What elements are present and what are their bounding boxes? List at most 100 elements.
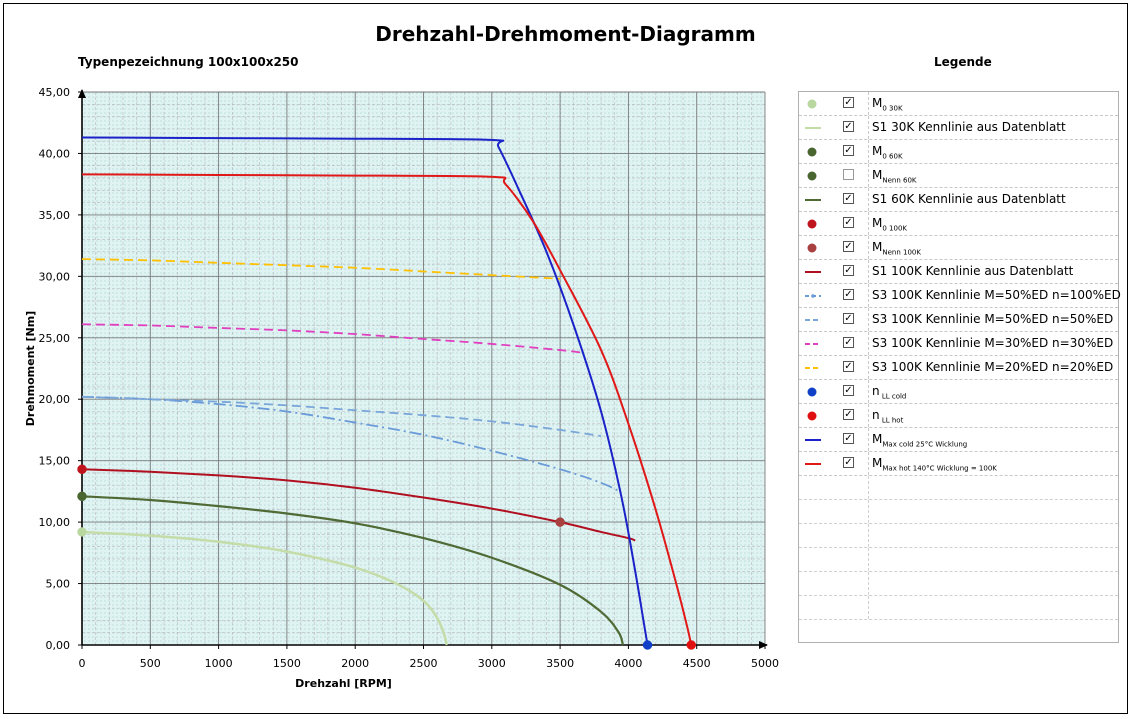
legend-checkbox[interactable]: ✓	[843, 313, 854, 324]
legend-checkbox[interactable]: ✓	[843, 385, 854, 396]
legend-symbol	[805, 199, 821, 201]
data-point-mnenn-100k	[555, 517, 565, 527]
legend-label-subscript: Max hot 140°C Wicklung = 100K	[882, 464, 997, 473]
x-tick-label: 5000	[751, 657, 779, 670]
legend-row: ✓ S1 60K Kennlinie aus Datenblatt	[799, 188, 1118, 212]
y-tick-label: 35,00	[39, 209, 71, 222]
legend-symbol	[807, 243, 817, 253]
y-tick-label: 15,00	[39, 455, 71, 468]
x-tick-label: 0	[79, 657, 86, 670]
legend-row: ✓ S3 100K Kennlinie M=50%ED n=50%ED	[799, 308, 1118, 332]
data-point-m0-60k	[77, 491, 87, 502]
legend-checkbox[interactable]: ✓	[843, 121, 854, 132]
legend-label: n LL cold	[872, 384, 906, 400]
legend-label: S1 30K Kennlinie aus Datenblatt	[872, 120, 1066, 134]
legend-checkbox[interactable]	[843, 169, 854, 180]
legend-row: ✓ MNenn 100K	[799, 236, 1118, 260]
legend-label: S1 100K Kennlinie aus Datenblatt	[872, 264, 1073, 278]
legend-label-main: S3 100K Kennlinie M=30%ED n=30%ED	[872, 336, 1114, 350]
y-tick-label: 30,00	[39, 270, 71, 283]
legend-checkbox[interactable]: ✓	[843, 289, 854, 300]
legend-row: ✓ S1 100K Kennlinie aus Datenblatt	[799, 260, 1118, 284]
y-tick-label: 40,00	[39, 147, 71, 160]
legend-checkbox[interactable]: ✓	[843, 97, 854, 108]
legend-label-subscript: 0 100K	[882, 224, 907, 233]
legend-empty-row	[799, 500, 1118, 524]
legend-label: MMax cold 25°C Wicklung	[872, 432, 967, 448]
legend-separator	[868, 236, 869, 259]
legend-label-main: S1 60K Kennlinie aus Datenblatt	[872, 192, 1066, 206]
series-line-s3-100k-kennlinie-m-50-ed-n-50-ed	[81, 395, 602, 437]
legend-empty-row	[799, 476, 1118, 500]
legend-label-subscript: LL cold	[879, 392, 907, 401]
legend-label-subscript: 0 30K	[882, 104, 903, 113]
legend-label-subscript: LL hot	[879, 416, 904, 425]
legend-label: S3 100K Kennlinie M=30%ED n=30%ED	[872, 336, 1113, 350]
legend-symbol	[807, 411, 817, 421]
legend-checkbox[interactable]: ✓	[843, 457, 854, 468]
legend-label: M0 100K	[872, 216, 907, 232]
legend-row: ✓ n LL cold	[799, 380, 1118, 404]
series-line-s1-60k-kennlinie-aus-datenblatt	[81, 495, 625, 646]
legend-checkbox[interactable]: ✓	[843, 409, 854, 420]
legend-label-main: S3 100K Kennlinie M=20%ED n=20%ED	[872, 360, 1114, 374]
legend-label-subscript: Max cold 25°C Wicklung	[882, 440, 968, 449]
legend-checkbox[interactable]: ✓	[843, 337, 854, 348]
x-axis-label: Drehzahl [RPM]	[295, 677, 392, 690]
legend-empty-row	[799, 548, 1118, 572]
legend-label-subscript: Nenn 60K	[882, 176, 917, 185]
legend-checkbox[interactable]: ✓	[843, 193, 854, 204]
legend-row: ✓ M0 60K	[799, 140, 1118, 164]
legend-separator	[868, 164, 869, 187]
legend-separator	[868, 212, 869, 235]
data-point-m0-100k	[77, 464, 87, 475]
series-line-s3-100k-kennlinie-m-30-ed-n-30-ed	[81, 323, 581, 354]
series-line-s1-30k-kennlinie-aus-datenblatt	[81, 530, 448, 646]
legend-label-main: M	[872, 216, 883, 230]
legend-checkbox[interactable]: ✓	[843, 145, 854, 156]
x-tick-label: 500	[140, 657, 161, 670]
legend-separator	[868, 572, 869, 595]
legend-separator	[868, 284, 869, 307]
legend-label-main: M	[872, 456, 883, 470]
legend-label: M0 60K	[872, 144, 903, 160]
legend-label: S1 60K Kennlinie aus Datenblatt	[872, 192, 1066, 206]
legend-empty-row	[799, 572, 1118, 596]
x-tick-label: 2000	[341, 657, 369, 670]
legend-separator	[868, 260, 869, 283]
legend-symbol	[805, 294, 821, 298]
legend-label-main: S1 30K Kennlinie aus Datenblatt	[872, 120, 1066, 134]
legend-label-main: S3 100K Kennlinie M=50%ED n=100%ED	[872, 288, 1121, 302]
legend-row: ✓ S3 100K Kennlinie M=30%ED n=30%ED	[799, 332, 1118, 356]
x-tick-label: 1500	[273, 657, 301, 670]
legend-label-main: S1 100K Kennlinie aus Datenblatt	[872, 264, 1074, 278]
legend-checkbox[interactable]: ✓	[843, 217, 854, 228]
legend-checkbox[interactable]: ✓	[843, 241, 854, 252]
legend-label: S3 100K Kennlinie M=50%ED n=100%ED	[872, 288, 1121, 302]
legend-label-main: S3 100K Kennlinie M=50%ED n=50%ED	[872, 312, 1114, 326]
legend-empty-row	[799, 524, 1118, 548]
legend-symbol	[805, 319, 821, 321]
legend-checkbox[interactable]: ✓	[843, 433, 854, 444]
x-tick-label: 1000	[205, 657, 233, 670]
type-designation: Typenpezeichnung 100x100x250	[78, 55, 299, 69]
legend-label-subscript: 0 60K	[882, 152, 903, 161]
legend-label: n LL hot	[872, 408, 903, 424]
data-point-n-ll-cold	[642, 640, 653, 650]
legend-separator	[868, 476, 869, 499]
x-tick-label: 3500	[546, 657, 574, 670]
x-tick-label: 4000	[614, 657, 642, 670]
series-line-mmax-cold-25-c-wicklung	[81, 136, 649, 646]
legend-row: ✓ M0 100K	[799, 212, 1118, 236]
legend-checkbox[interactable]: ✓	[843, 265, 854, 276]
series-line-s1-100k-kennlinie-aus-datenblatt	[81, 468, 636, 542]
legend-row: ✓ n LL hot	[799, 404, 1118, 428]
y-tick-label: 20,00	[39, 393, 71, 406]
legend-checkbox[interactable]: ✓	[843, 361, 854, 372]
legend-table: ✓ M 0 30K ✓ S1 30K Kennlinie aus Datenblatt ✓…	[798, 91, 1121, 643]
legend-separator	[868, 404, 869, 427]
legend-label-main: M	[872, 432, 883, 446]
y-tick-label: 45,00	[39, 86, 71, 99]
legend-separator	[868, 500, 869, 523]
legend-label-subscript: Nenn 100K	[882, 248, 921, 257]
